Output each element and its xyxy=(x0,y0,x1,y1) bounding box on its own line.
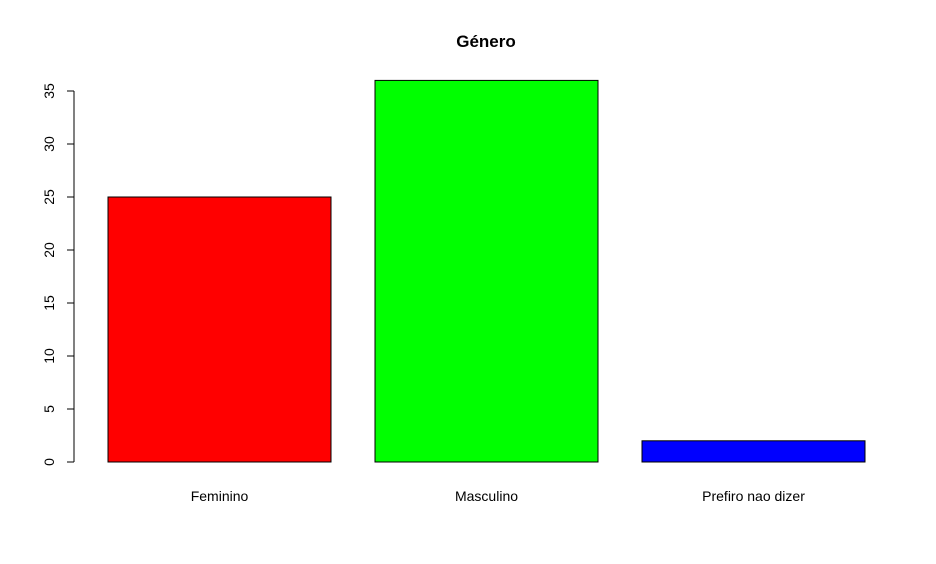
y-tick-label: 25 xyxy=(41,189,57,205)
y-axis: 0 5 10 15 20 25 30 35 xyxy=(41,83,75,466)
y-tick-label: 35 xyxy=(41,83,57,99)
y-tick-label: 10 xyxy=(41,348,57,364)
y-tick-label: 0 xyxy=(41,458,57,466)
y-tick-label: 5 xyxy=(41,405,57,413)
bar-prefiro-nao-dizer xyxy=(641,440,866,463)
bar-feminino xyxy=(107,196,332,463)
bars-group xyxy=(107,79,866,463)
y-tick-label: 15 xyxy=(41,295,57,311)
bar-masculino xyxy=(374,79,599,463)
x-tick-label: Masculino xyxy=(455,488,518,504)
x-tick-label: Prefiro nao dizer xyxy=(702,488,805,504)
x-tick-label: Feminino xyxy=(191,488,249,504)
y-tick-label: 30 xyxy=(41,136,57,152)
chart-title: Género xyxy=(456,32,516,51)
x-axis-labels: Feminino Masculino Prefiro nao dizer xyxy=(191,488,805,504)
y-tick-label: 20 xyxy=(41,242,57,258)
